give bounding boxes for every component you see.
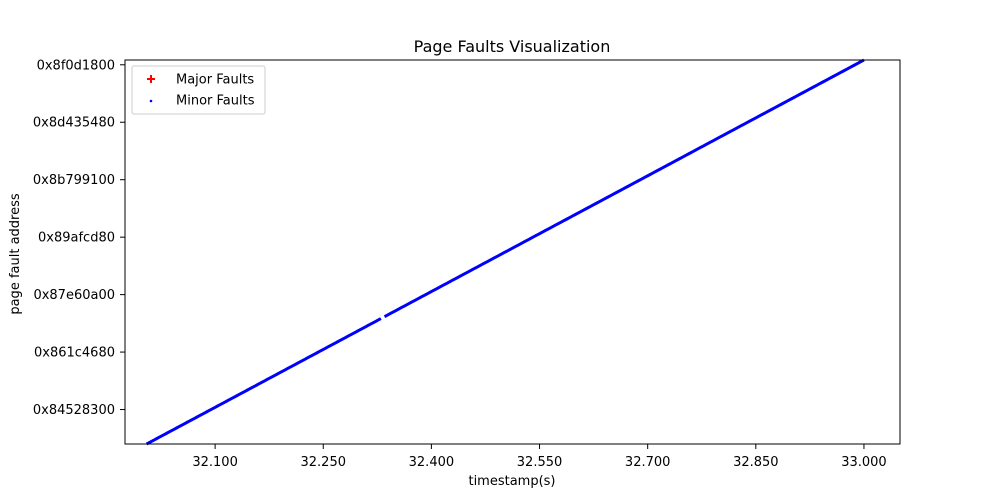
- minor-faults-series: [383, 58, 865, 318]
- legend-entry: Major Faults: [147, 73, 254, 88]
- x-axis: 32.100 32.250 32.400 32.550 32.700 32.850 33.0…: [192, 444, 887, 489]
- x-tick-label: 32.400: [409, 455, 455, 470]
- x-tick-label: 32.550: [517, 455, 563, 470]
- minor-faults-series: [145, 317, 382, 446]
- y-tick-label: 0x84528300: [33, 403, 115, 418]
- x-tick-label: 32.700: [625, 455, 671, 470]
- dot-marker-icon: [149, 99, 153, 103]
- x-tick-label: 32.850: [733, 455, 779, 470]
- legend: Major Faults Minor Faults: [131, 65, 266, 115]
- y-axis: 0x84528300 0x861c4680 0x87e60a00 0x89afcd80…: [8, 58, 125, 418]
- y-tick-label: 0x8f0d1800: [37, 58, 115, 73]
- y-tick-label: 0x8d435480: [33, 116, 115, 131]
- axes-frame: [124, 59, 901, 445]
- y-tick-label: 0x89afcd80: [38, 231, 115, 246]
- legend-box: [131, 65, 266, 115]
- chart-title: Page Faults Visualization: [414, 37, 611, 56]
- y-tick-label: 0x87e60a00: [33, 288, 115, 303]
- plus-marker-icon: [147, 75, 155, 83]
- y-axis-label: page fault address: [8, 193, 23, 315]
- x-tick-label: 32.100: [192, 455, 238, 470]
- y-tick-label: 0x861c4680: [34, 346, 115, 361]
- plot-area: [145, 58, 865, 446]
- legend-label: Minor Faults: [176, 94, 255, 109]
- legend-entry: Minor Faults: [149, 94, 255, 109]
- legend-label: Major Faults: [176, 73, 254, 88]
- x-tick-label: 32.250: [301, 455, 347, 470]
- x-axis-label: timestamp(s): [468, 474, 555, 489]
- x-tick-label: 33.000: [841, 455, 887, 470]
- y-tick-label: 0x8b799100: [33, 173, 115, 188]
